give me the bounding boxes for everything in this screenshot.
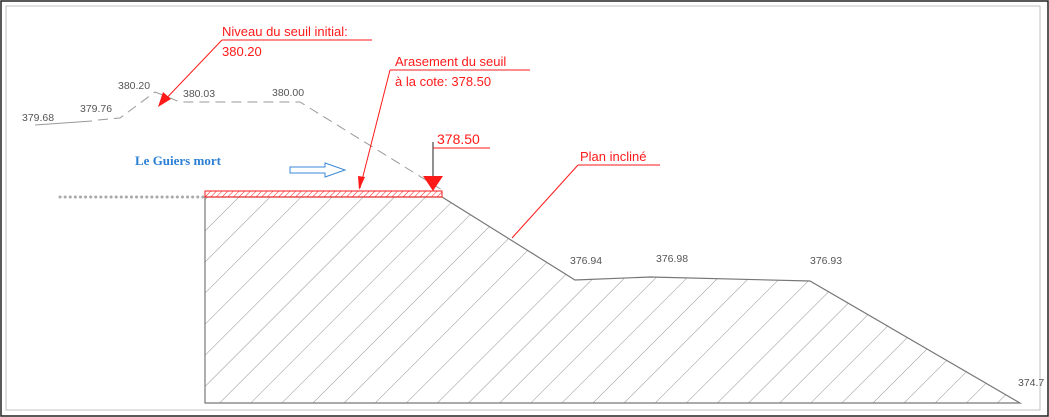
elevation: 380.20 — [118, 80, 150, 92]
marker-label: 378.50 — [437, 131, 480, 147]
leader-line — [359, 69, 391, 189]
profile — [34, 120, 93, 126]
leader-line — [159, 39, 223, 106]
callout-text: Plan incliné — [580, 149, 647, 164]
elevation: 376.93 — [810, 255, 842, 267]
elevation: 379.68 — [22, 112, 54, 124]
leader-arrow — [358, 176, 365, 190]
elevation: 379.76 — [80, 103, 112, 115]
inner-frame — [5, 5, 1041, 411]
river-label: Le Guiers mort — [135, 153, 222, 168]
terrain — [204, 196, 1023, 404]
elevation: 376.94 — [570, 255, 602, 267]
initial-profile — [97, 91, 443, 191]
elevation: 374.7 — [1018, 377, 1044, 389]
marker-triangle — [423, 176, 443, 191]
callout-text: Arasement du seuil — [395, 54, 506, 69]
elevation: 380.00 — [272, 87, 304, 99]
threshold-strip — [204, 190, 443, 198]
callout-text: à la cote: 378.50 — [395, 74, 491, 89]
flow-arrow — [289, 162, 347, 178]
leader-line — [511, 164, 579, 239]
callout-text: Niveau du seuil initial: — [222, 24, 348, 39]
elevation: 376.98 — [656, 253, 688, 265]
elevation: 380.03 — [183, 88, 215, 100]
callout-text: 380.20 — [222, 44, 262, 59]
leader-arrow — [158, 92, 171, 107]
